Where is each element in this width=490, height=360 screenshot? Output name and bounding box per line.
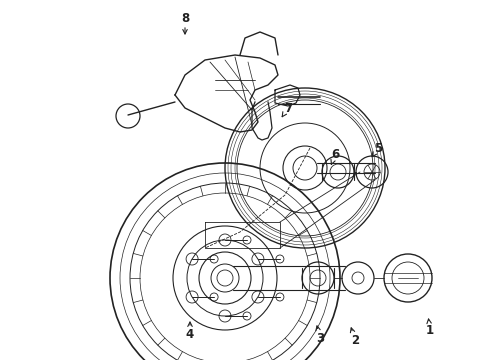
Text: 6: 6	[331, 148, 339, 162]
Text: 7: 7	[284, 102, 292, 114]
Text: 8: 8	[181, 12, 189, 24]
Text: 1: 1	[426, 324, 434, 337]
Text: 5: 5	[374, 141, 382, 154]
Text: 4: 4	[186, 328, 194, 342]
Text: 3: 3	[316, 332, 324, 345]
Text: 2: 2	[351, 333, 359, 346]
